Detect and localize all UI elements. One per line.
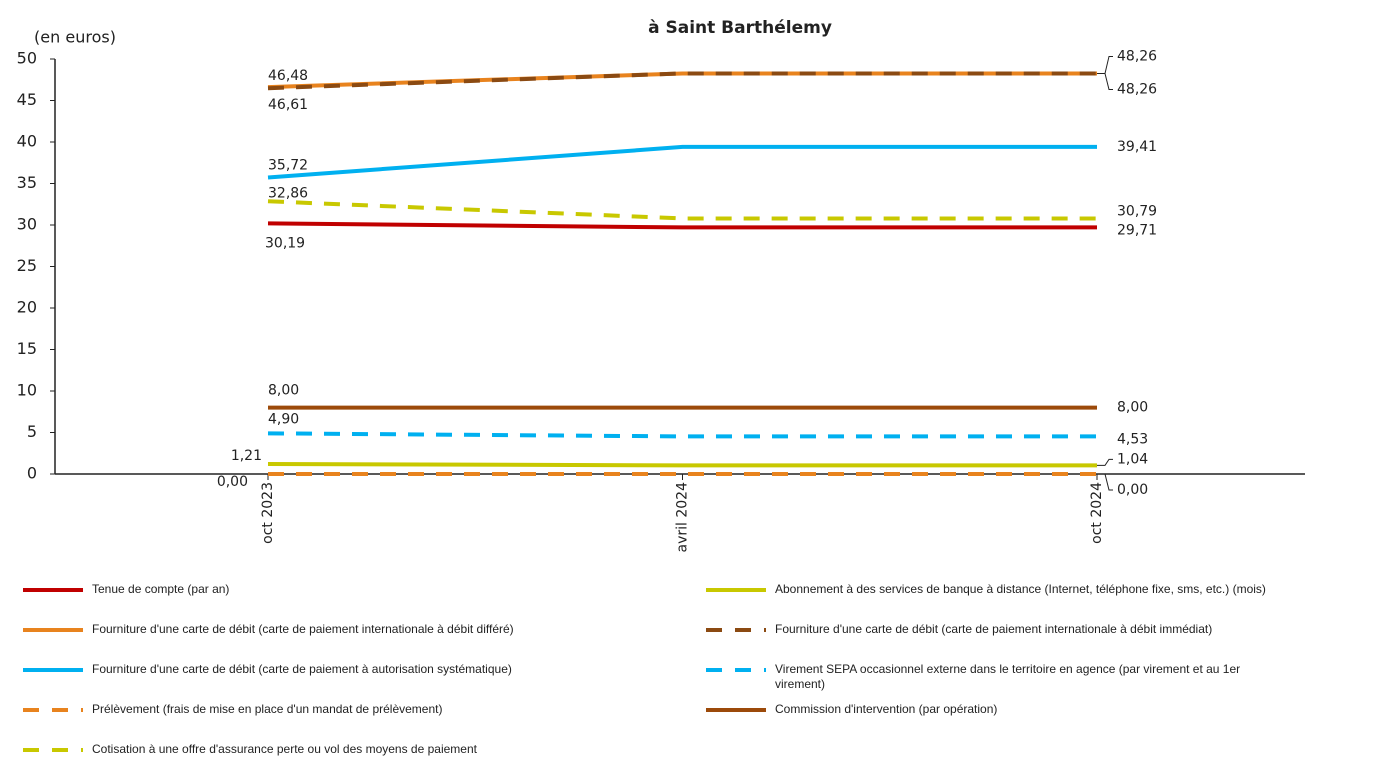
data-label: 39,41	[1117, 139, 1157, 155]
legend-swatch	[706, 708, 766, 712]
legend-item: Fourniture d'une carte de débit (carte d…	[22, 622, 592, 638]
data-label: 29,71	[1117, 222, 1157, 238]
legend-swatch	[23, 708, 83, 712]
series-line	[267, 71, 1097, 90]
y-tick-label: 5	[27, 422, 37, 441]
data-label: 0,00	[1117, 482, 1148, 498]
data-label: 8,00	[1117, 400, 1148, 416]
chart-title: à Saint Barthélemy	[648, 18, 832, 38]
y-tick-label: 30	[17, 215, 37, 234]
data-label: 48,26	[1117, 81, 1157, 97]
data-label: 48,26	[1117, 48, 1157, 64]
legend-swatch	[23, 668, 83, 672]
legend-swatch	[23, 748, 83, 752]
data-label: 46,48	[268, 68, 308, 84]
legend-label: Fourniture d'une carte de débit (carte d…	[92, 622, 514, 636]
legend-swatch	[706, 628, 766, 632]
label-connector	[1097, 72, 1113, 90]
legend-label: Cotisation à une offre d'assurance perte…	[92, 742, 477, 756]
series-line	[267, 221, 1097, 230]
data-label: 1,04	[1117, 451, 1148, 467]
legend-item: Cotisation à une offre d'assurance perte…	[22, 742, 592, 758]
data-label: 30,19	[265, 235, 305, 251]
legend-label: Fourniture d'une carte de débit (carte d…	[775, 622, 1213, 636]
series-line	[267, 199, 1097, 221]
legend-item: Commission d'intervention (par opération…	[705, 702, 1275, 718]
data-label: 46,61	[268, 97, 308, 113]
legend-item: Fourniture d'une carte de débit (carte d…	[705, 622, 1275, 638]
legend-label: Tenue de compte (par an)	[92, 582, 230, 596]
series-line	[267, 144, 1097, 180]
legend-swatch	[706, 588, 766, 592]
legend-swatch	[23, 588, 83, 592]
series-line	[267, 431, 1097, 439]
data-label: 35,72	[268, 158, 308, 174]
legend-item: Prélèvement (frais de mise en place d'un…	[22, 702, 592, 718]
label-connector	[1097, 458, 1113, 466]
y-tick-label: 10	[17, 381, 37, 400]
data-label: 32,86	[268, 185, 308, 201]
y-tick-label: 45	[17, 90, 37, 109]
data-label: 8,00	[268, 383, 299, 399]
legend-label: Abonnement à des services de banque à di…	[775, 582, 1266, 596]
y-tick-label: 25	[17, 256, 37, 275]
legend-label: Commission d'intervention (par opération…	[775, 702, 998, 716]
y-tick-label: 20	[17, 298, 37, 317]
legend-item: Fourniture d'une carte de débit (carte d…	[22, 662, 592, 678]
y-axis-label: (en euros)	[34, 28, 116, 47]
data-label: 4,53	[1117, 431, 1148, 447]
label-connector	[1097, 55, 1113, 74]
legend-swatch	[706, 668, 766, 672]
y-tick-label: 35	[17, 173, 37, 192]
series-line	[267, 461, 1097, 468]
data-label: 1,21	[231, 448, 262, 464]
data-label: 4,90	[268, 411, 299, 427]
x-tick-label: oct 2023	[260, 482, 276, 544]
x-tick-label: oct 2024	[1089, 482, 1105, 544]
label-connector	[1097, 473, 1113, 491]
series-line	[267, 71, 1097, 91]
x-tick-label: avril 2024	[675, 482, 691, 553]
legend-item: Tenue de compte (par an)	[22, 582, 592, 598]
data-label: 30,79	[1117, 203, 1157, 219]
legend-swatch	[23, 628, 83, 632]
y-tick-label: 50	[17, 49, 37, 68]
data-label: 0,00	[217, 474, 248, 490]
legend-item: Virement SEPA occasionnel externe dans l…	[705, 662, 1275, 692]
legend-label: Prélèvement (frais de mise en place d'un…	[92, 702, 443, 716]
y-tick-label: 0	[27, 464, 37, 483]
y-tick-label: 15	[17, 339, 37, 358]
legend-label: Virement SEPA occasionnel externe dans l…	[775, 662, 1241, 691]
legend-item: Abonnement à des services de banque à di…	[705, 582, 1275, 598]
legend-label: Fourniture d'une carte de débit (carte d…	[92, 662, 512, 676]
y-tick-label: 40	[17, 132, 37, 151]
